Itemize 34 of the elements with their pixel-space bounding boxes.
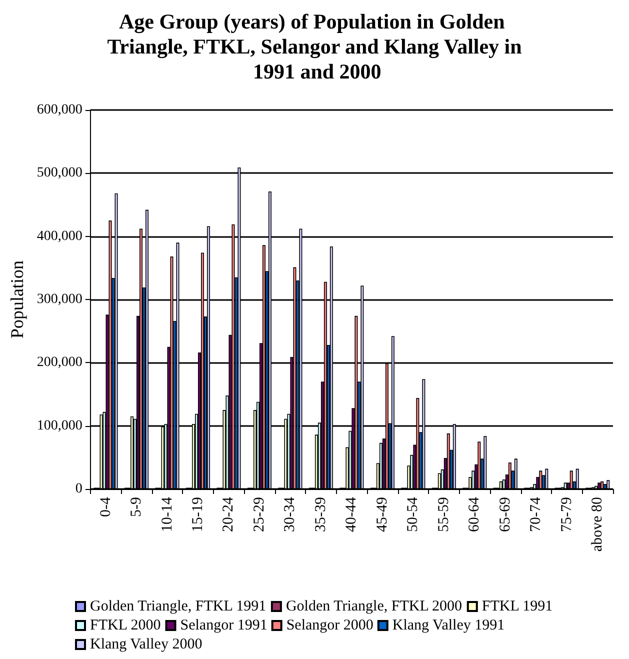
y-tick-label: 500,000 bbox=[36, 166, 82, 181]
legend-label: FTKL 2000 bbox=[90, 618, 161, 634]
legend-label: Golden Triangle, FTKL 2000 bbox=[286, 598, 462, 614]
y-tick-label: 0 bbox=[75, 482, 82, 496]
x-tick-label: 45-49 bbox=[374, 497, 390, 532]
y-axis-title: Population bbox=[7, 260, 27, 339]
x-tick-label: 65-69 bbox=[497, 497, 514, 532]
chart-title: Age Group (years) of Population in Golden Triangle, FTKL, Selangor and Klang Valley in 1991 and 2000 bbox=[107, 10, 522, 84]
x-tick-label: 70-74 bbox=[528, 496, 544, 532]
x-tick-label: 40-44 bbox=[344, 496, 360, 532]
x-tick-label: 5-9 bbox=[128, 497, 145, 517]
y-tick-label: 400,000 bbox=[36, 228, 82, 244]
y-tick-label: 200,000 bbox=[36, 355, 82, 370]
legend-label: Klang Valley 2000 bbox=[90, 636, 202, 652]
legend-label: Selangor 1991 bbox=[180, 618, 268, 634]
x-tick-label: 20-24 bbox=[220, 496, 237, 532]
legend-label: Klang Valley 1991 bbox=[392, 618, 505, 634]
x-tick-label: 25-29 bbox=[251, 497, 268, 532]
legend-label: Golden Triangle, FTKL 1991 bbox=[90, 598, 266, 614]
y-tick-label: 600,000 bbox=[36, 102, 82, 118]
x-tick-label: 15-19 bbox=[190, 497, 206, 532]
y-tick-label: 300,000 bbox=[36, 292, 82, 307]
x-tick-label: 55-59 bbox=[436, 497, 452, 532]
legend-label: FTKL 1991 bbox=[482, 598, 553, 614]
x-tick-label: above 80 bbox=[590, 497, 606, 552]
x-tick-label: 30-34 bbox=[282, 496, 298, 532]
x-tick-label: 10-14 bbox=[159, 496, 176, 532]
x-tick-label: 0-4 bbox=[98, 496, 114, 517]
x-tick-label: 60-64 bbox=[466, 496, 483, 532]
x-tick-label: 75-79 bbox=[558, 497, 575, 532]
x-tick-label: 50-54 bbox=[405, 496, 422, 532]
y-tick-label: 100,000 bbox=[36, 418, 82, 434]
x-tick-label: 35-39 bbox=[312, 497, 329, 532]
legend-label: Selangor 2000 bbox=[286, 618, 374, 634]
